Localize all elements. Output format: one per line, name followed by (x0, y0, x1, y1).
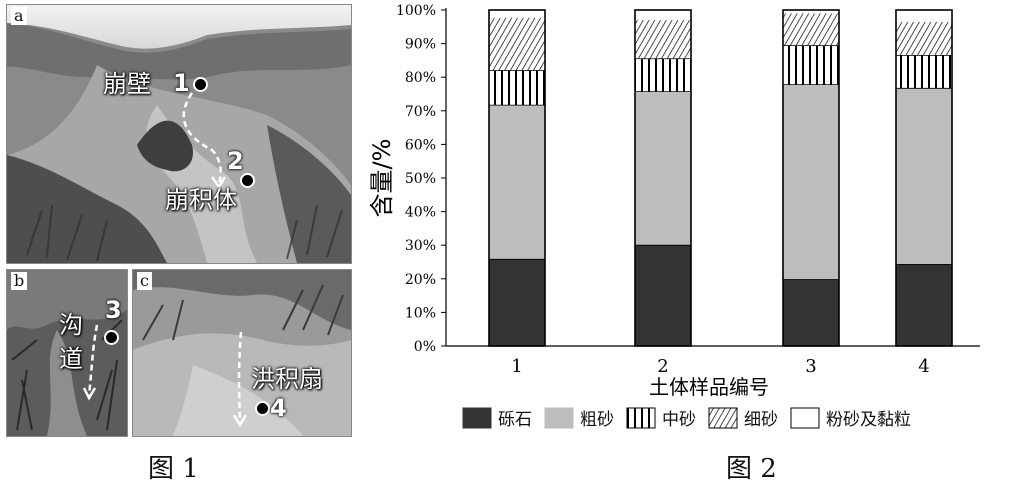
legend-label: 中砂 (662, 410, 696, 430)
bar-segment (896, 10, 952, 22)
y-tick-label: 0% (414, 339, 436, 355)
label-alluvial-fan: 洪积扇 (251, 365, 323, 393)
legend-swatch (626, 407, 656, 428)
figure-1-caption: 图 1 (148, 454, 199, 484)
label-gully: 沟 道 (59, 311, 83, 373)
point-2-number: 2 (227, 147, 244, 175)
label-colluvium: 崩积体 (165, 186, 237, 214)
legend-item: 细砂 (708, 405, 778, 430)
bar-segment (635, 245, 691, 346)
photo-panel-b: b 沟 道 3 (6, 269, 128, 437)
bar-segment (896, 55, 952, 89)
bar-outline (895, 9, 953, 347)
bar-segment (635, 10, 691, 21)
bar-segment (635, 20, 691, 59)
legend-label: 砾石 (498, 410, 532, 430)
point-1-number: 1 (173, 69, 190, 97)
x-axis-label: 土体样品编号 (649, 375, 769, 399)
y-tick-label: 80% (405, 70, 436, 86)
bar-outline (634, 9, 692, 347)
bar-segment (635, 91, 691, 246)
y-tick-label: 50% (405, 171, 436, 187)
y-tick-label: 100% (396, 3, 436, 19)
bar-segment (896, 21, 952, 56)
bar-segment (489, 10, 545, 18)
point-4-marker (255, 401, 270, 416)
y-tick-label: 60% (405, 137, 436, 153)
y-tick-label: 30% (405, 238, 436, 254)
bar-segment (783, 10, 839, 14)
panel-letter-c: c (137, 272, 152, 290)
stacked-bar-chart: 0% 10% 20% 30% 40% 50% 60% 70% 80% 90% 100% 1 2 3 4 土体样… (368, 3, 980, 399)
legend-item: 粉砂及黏粒 (790, 405, 911, 430)
y-axis-label: 含量/% (368, 139, 396, 218)
legend-swatch (544, 407, 574, 428)
gully-photo (7, 270, 127, 436)
legend-item: 砾石 (462, 405, 532, 430)
point-4-number: 4 (270, 394, 287, 422)
x-tick-label: 1 (511, 356, 522, 377)
legend-swatch (790, 407, 820, 428)
bar-segment (489, 105, 545, 260)
y-tick-label: 70% (405, 104, 436, 120)
bar-segment (783, 45, 839, 85)
legend-label: 粗砂 (580, 410, 614, 430)
bar-segment (783, 279, 839, 346)
panel-letter-b: b (11, 272, 28, 290)
label-collapse-wall: 崩壁 (103, 70, 151, 98)
bar-segment (896, 88, 952, 265)
y-tick-label: 40% (405, 205, 436, 221)
flow-arrow-c (232, 331, 248, 428)
bar-segment (896, 264, 952, 346)
flow-arrow-a (182, 92, 227, 190)
photo-panel-c: c 洪积扇 4 (132, 269, 352, 437)
legend-item: 粗砂 (544, 405, 614, 430)
alluvial-fan-photo (133, 270, 351, 436)
chart-legend: 砾石 粗砂 中砂 细砂 粉砂及黏粒 (462, 405, 923, 430)
slope-photo (7, 5, 351, 263)
point-2-marker (240, 173, 255, 188)
legend-swatch (462, 407, 492, 428)
y-tick-label: 20% (405, 272, 436, 288)
point-1-marker (193, 77, 208, 92)
y-tick-label: 90% (405, 37, 436, 53)
legend-label: 细砂 (744, 410, 778, 430)
legend-item: 中砂 (626, 405, 696, 430)
bar-segment (489, 259, 545, 346)
bar-segment (635, 58, 691, 92)
point-3-number: 3 (105, 296, 122, 324)
figure-2-caption: 图 2 (726, 454, 777, 484)
bar-outline (488, 9, 546, 347)
x-tick-label: 4 (918, 356, 929, 377)
point-3-marker (104, 330, 119, 345)
panel-letter-a: a (11, 7, 27, 25)
legend-label: 粉砂及黏粒 (826, 410, 911, 430)
x-tick-label: 2 (657, 356, 668, 377)
photo-panel-a: a 崩壁 1 2 崩积体 (6, 4, 352, 264)
bar-segment (489, 70, 545, 106)
bar-segment (783, 13, 839, 46)
bar-segment (489, 17, 545, 71)
y-tick-label: 10% (405, 305, 436, 321)
x-tick-label: 3 (805, 356, 816, 377)
legend-swatch (708, 407, 738, 428)
bar-outline (782, 9, 840, 347)
bar-segment (783, 84, 839, 280)
